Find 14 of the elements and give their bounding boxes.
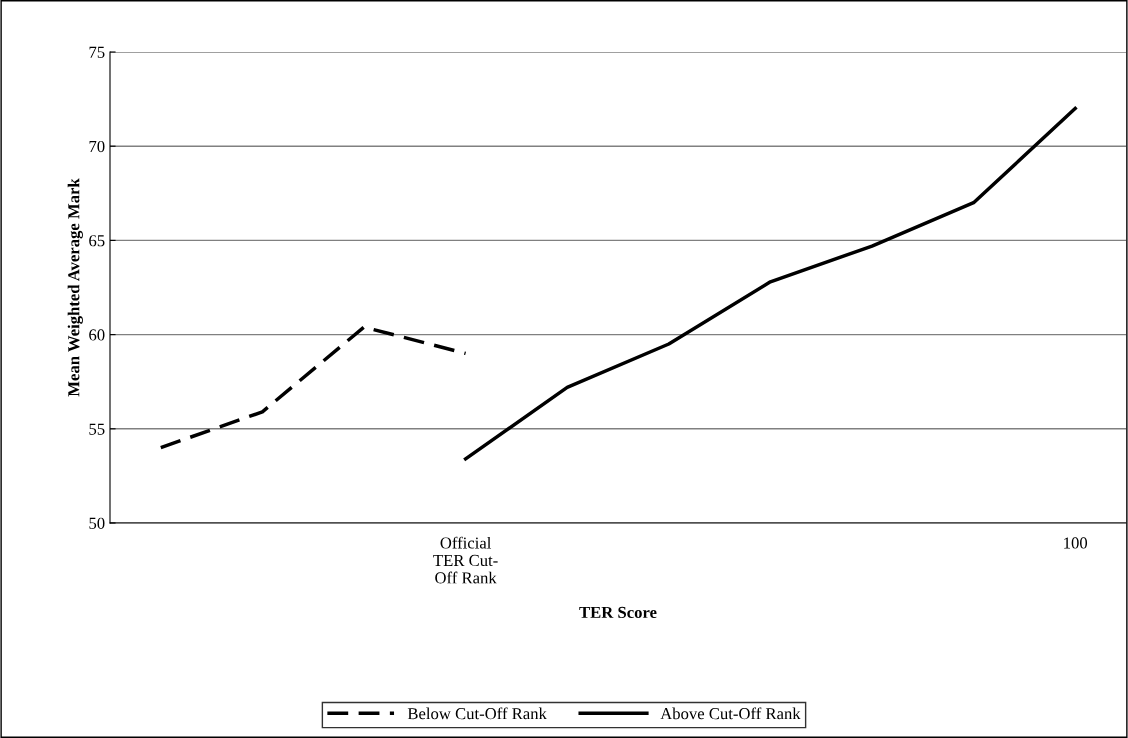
y-tick-label: 70 [89,140,105,153]
legend-label: Below Cut-Off Rank [407,707,547,720]
line-series [463,106,1077,461]
y-tick-label: 65 [89,235,105,247]
y-tick-label: 55 [89,423,105,435]
y-axis-title: Mean Weighted Average Mark [67,178,83,397]
x-tick-label: Official TER Cut- Off Rank [433,536,498,584]
y-tick-label: 75 [89,46,105,58]
y-tick-label: 60 [89,329,105,341]
line-series [159,325,468,450]
y-tick-label: 50 [89,517,105,529]
legend-label: Above Cut-Off Rank [660,707,801,720]
x-axis-title: TER Score [579,606,657,619]
x-tick-label: 100 [1064,537,1088,549]
